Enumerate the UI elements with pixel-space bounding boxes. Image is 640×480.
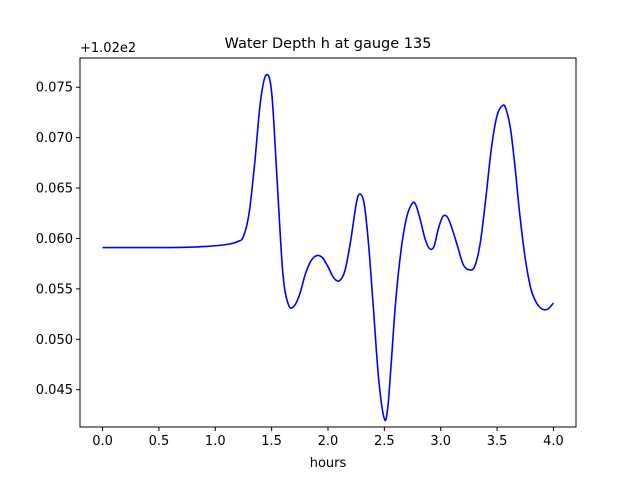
y-tick-label: 0.045: [36, 383, 73, 398]
x-axis-ticks: 0.0 0.5 1.0 1.5 2.0 2.5 3.0 3.5 4.0: [92, 427, 564, 449]
x-tick-label: 3.5: [487, 434, 508, 449]
x-tick-label: 1.0: [205, 434, 226, 449]
x-axis-label: hours: [310, 456, 347, 471]
plot-area-frame: [79, 57, 577, 428]
chart-title: Water Depth h at gauge 135: [225, 36, 432, 52]
series-line: [102, 73, 555, 422]
y-tick-label: 0.065: [36, 182, 73, 197]
x-tick-label: 3.0: [430, 434, 451, 449]
x-tick-label: 0.0: [92, 434, 113, 449]
series-layer: [102, 73, 555, 422]
x-tick-label: 4.0: [543, 434, 564, 449]
y-axis-ticks: 0.045 0.050 0.055 0.060 0.065 0.070 0.075: [36, 81, 80, 398]
y-tick-label: 0.050: [36, 333, 73, 348]
y-tick-label: 0.070: [36, 131, 73, 146]
x-tick-label: 2.0: [318, 434, 339, 449]
x-tick-label: 0.5: [149, 434, 170, 449]
x-tick-label: 2.5: [374, 434, 395, 449]
y-offset-label: +1.02e2: [80, 41, 136, 56]
y-tick-label: 0.075: [36, 81, 73, 96]
x-tick-label: 1.5: [261, 434, 282, 449]
y-tick-label: 0.060: [36, 232, 73, 247]
y-tick-label: 0.055: [36, 282, 73, 297]
